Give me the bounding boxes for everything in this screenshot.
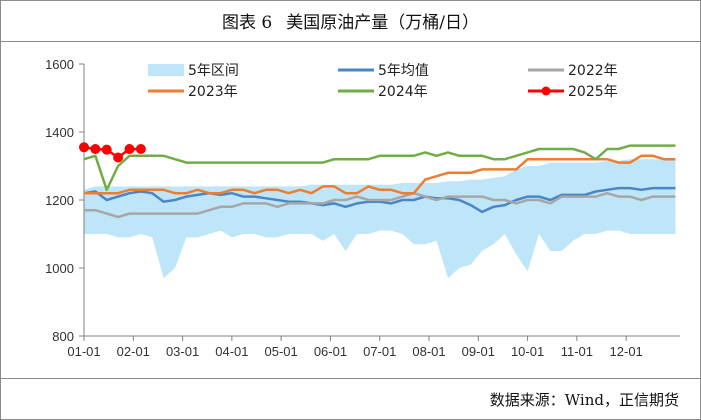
series-line-1 — [84, 191, 676, 219]
legend-item: 5年均值 — [338, 63, 429, 79]
legend-label: 5年均值 — [378, 63, 429, 79]
figure-label: 图表 6 — [222, 13, 273, 33]
legend-item: 5年区间 — [148, 63, 239, 79]
legend-label: 5年区间 — [188, 63, 239, 79]
band-5yr-range — [84, 159, 676, 279]
x-tick-label: 05-01 — [265, 344, 298, 359]
legend-item: 2024年 — [338, 84, 428, 100]
axis-layer: 800 1000 1200 1400 1600 01-01 02-01 03-01 04-01 0… — [45, 57, 680, 359]
legend-item: 2025年 — [528, 84, 618, 100]
y-tick-label: 1000 — [45, 261, 74, 276]
series-point — [113, 152, 124, 163]
x-tick-label: 06-01 — [314, 344, 347, 359]
x-tick-label: 07-01 — [363, 344, 396, 359]
x-tick-label: 04-01 — [215, 344, 248, 359]
series-point — [90, 144, 101, 154]
legend-label: 2025年 — [568, 84, 618, 100]
legend-label: 2022年 — [568, 63, 618, 79]
legend-marker — [541, 86, 551, 96]
series-layer — [79, 142, 676, 219]
y-tick-label: 1600 — [45, 57, 74, 72]
series-point — [79, 142, 89, 153]
y-tick-label: 1200 — [45, 193, 74, 208]
x-tick-label: 09-01 — [462, 344, 495, 359]
x-tick-label: 11-01 — [561, 344, 593, 359]
band-layer — [84, 159, 676, 279]
series-point — [135, 144, 146, 154]
y-tick-label: 1400 — [45, 125, 74, 140]
source-note: 数据来源：Wind，正信期货 — [0, 378, 701, 420]
y-tick-label: 800 — [52, 329, 74, 344]
series-line-2 — [84, 154, 676, 195]
legend-item: 2022年 — [528, 63, 618, 79]
legend-label: 2023年 — [188, 84, 238, 100]
x-tick-label: 12-01 — [610, 344, 643, 359]
x-tick-label: 02-01 — [117, 344, 150, 359]
legend-label: 2024年 — [378, 84, 428, 100]
series-point — [101, 144, 112, 155]
figure-title: 美国原油产量（万桶/日） — [286, 13, 479, 33]
legend-item: 2023年 — [148, 84, 238, 100]
series-point — [124, 144, 135, 154]
x-tick-label: 08-01 — [412, 344, 445, 359]
legend-swatch — [148, 64, 184, 76]
x-tick-label: 03-01 — [166, 344, 199, 359]
legend: 5年区间 5年均值 2022年 2023年 2024年 2025年 — [148, 63, 618, 100]
x-tick-label: 10-01 — [511, 344, 544, 359]
series-line-3 — [83, 144, 676, 192]
series-line-0 — [83, 186, 676, 214]
x-tick-label: 01-01 — [67, 344, 100, 359]
figure-title-bar: 图表 6 美国原油产量（万桶/日） — [0, 0, 701, 42]
